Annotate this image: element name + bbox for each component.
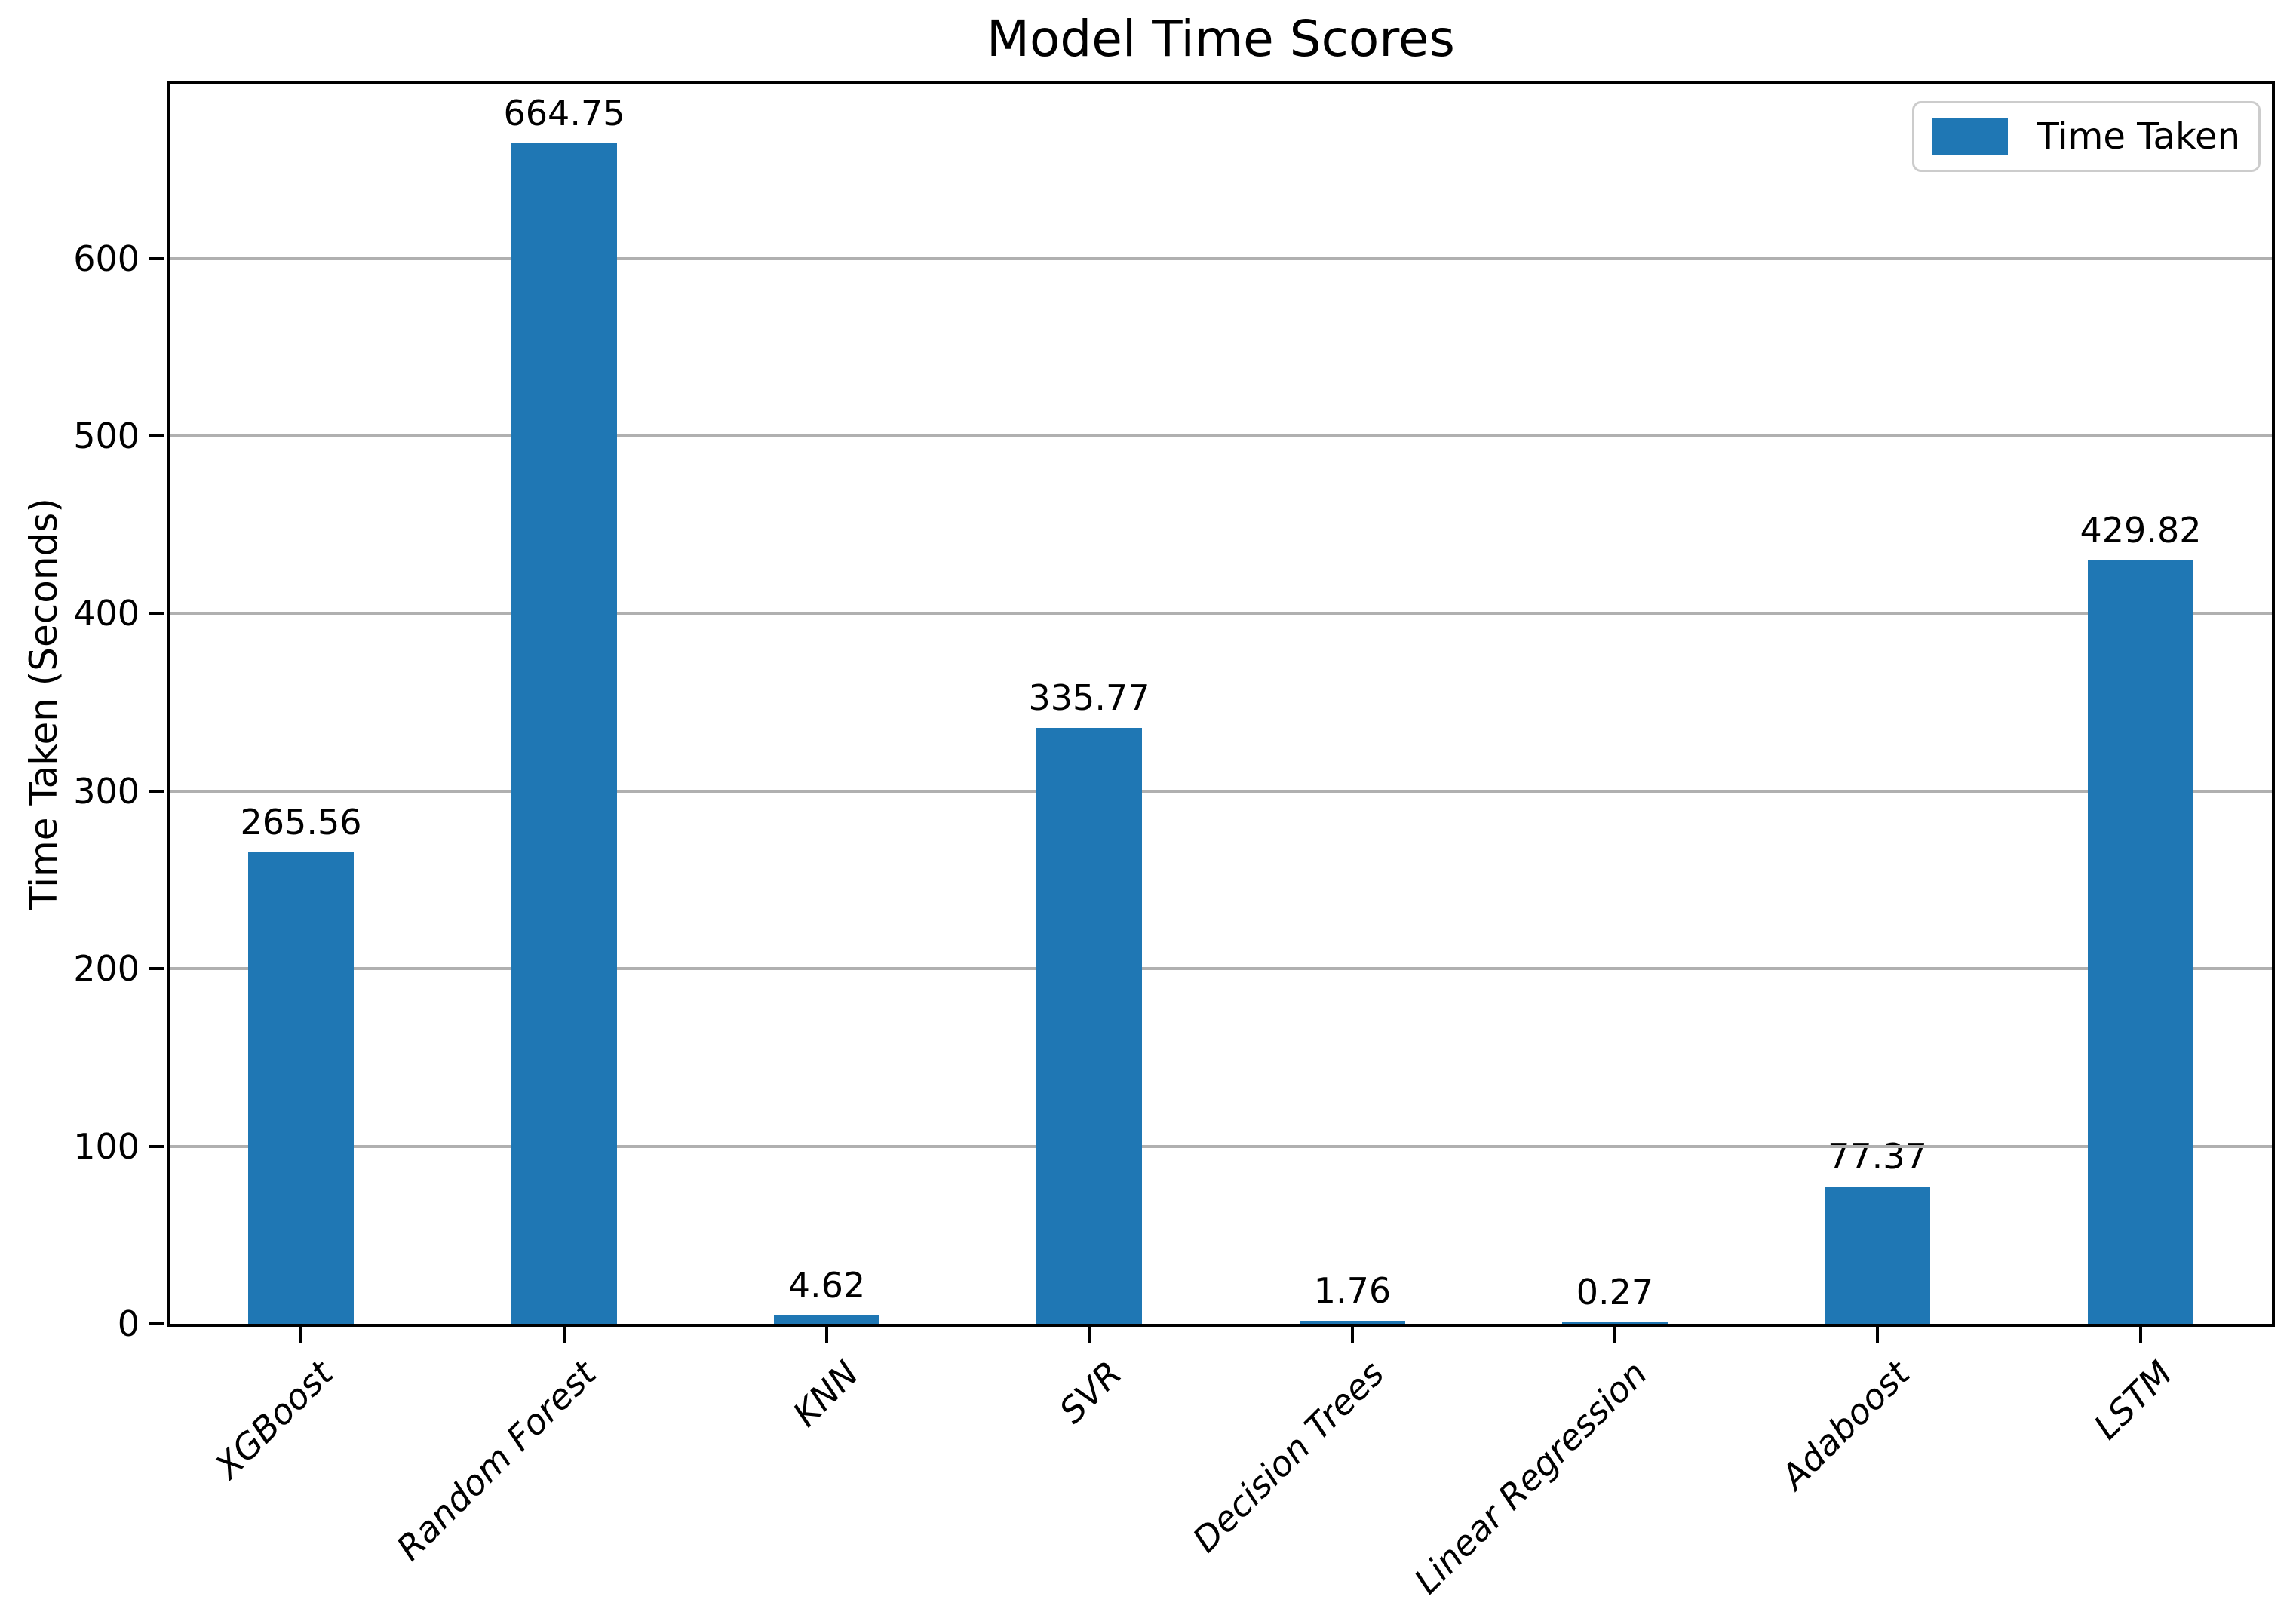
x-tick (563, 1327, 566, 1343)
y-tick-label: 600 (73, 238, 140, 279)
bar (511, 143, 617, 1324)
y-tick-label: 300 (73, 771, 140, 812)
bar (1300, 1321, 1405, 1324)
x-tick (1351, 1327, 1354, 1343)
x-tick-label: Decision Trees (1184, 1352, 1392, 1561)
bar-value-label: 1.76 (1313, 1270, 1392, 1311)
bar-value-label: 265.56 (240, 802, 362, 843)
y-tick (149, 1145, 164, 1148)
gridline (170, 612, 2272, 615)
y-tick (149, 434, 164, 437)
bar-value-label: 4.62 (787, 1265, 866, 1306)
bar (248, 852, 354, 1324)
y-tick (149, 1322, 164, 1325)
bar-value-label: 335.77 (1028, 677, 1150, 718)
gridline (170, 1145, 2272, 1148)
x-tick-label: Linear Regression (1406, 1352, 1655, 1602)
x-tick-label: LSTM (2086, 1352, 2181, 1447)
x-tick-label: KNN (784, 1352, 867, 1435)
bar (1562, 1322, 1668, 1324)
x-tick-label: Random Forest (388, 1352, 604, 1569)
legend-swatch (1932, 118, 2009, 155)
bar (774, 1315, 879, 1324)
y-tick (149, 790, 164, 793)
y-tick-label: 0 (117, 1303, 140, 1344)
gridline (170, 790, 2272, 793)
x-tick (1613, 1327, 1616, 1343)
x-tick (299, 1327, 302, 1343)
bar (1036, 728, 1142, 1324)
y-tick (149, 967, 164, 970)
bar-value-label: 664.75 (503, 93, 625, 134)
x-tick-label: XGBoost (207, 1352, 341, 1487)
y-axis-label: Time Taken (Seconds) (22, 498, 66, 910)
chart-title: Model Time Scores (987, 10, 1455, 68)
bar-value-label: 0.27 (1576, 1272, 1654, 1312)
x-tick (825, 1327, 828, 1343)
gridline (170, 257, 2272, 260)
x-tick (1088, 1327, 1091, 1343)
bar (2088, 560, 2193, 1324)
y-tick-label: 200 (73, 948, 140, 989)
y-tick (149, 612, 164, 615)
gridline (170, 967, 2272, 970)
x-tick-label: Adaboost (1773, 1352, 1918, 1497)
x-tick-label: SVR (1051, 1352, 1130, 1432)
x-tick (1876, 1327, 1879, 1343)
y-tick-label: 100 (73, 1126, 140, 1167)
y-tick-label: 400 (73, 593, 140, 634)
bar-value-label: 77.37 (1828, 1136, 1927, 1177)
gridline (170, 434, 2272, 437)
y-tick-label: 500 (73, 416, 140, 456)
x-tick (2139, 1327, 2142, 1343)
y-tick (149, 257, 164, 260)
legend: Time Taken (1912, 101, 2261, 172)
bar (1825, 1187, 1930, 1324)
legend-label: Time Taken (2037, 115, 2240, 158)
bar-value-label: 429.82 (2080, 510, 2202, 551)
